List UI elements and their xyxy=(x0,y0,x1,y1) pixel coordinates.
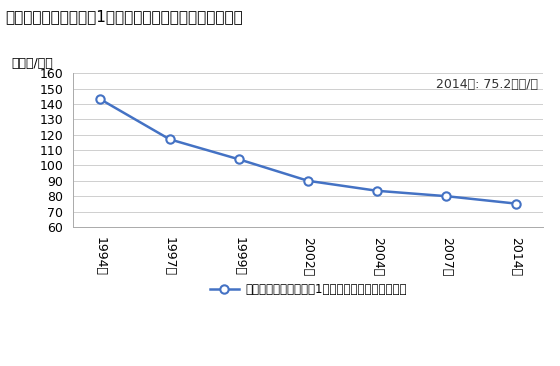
各種商品小売業の店舗1平米当たり年間商品販売額 xyxy=(97,97,104,101)
Line: 各種商品小売業の店舗1平米当たり年間商品販売額: 各種商品小売業の店舗1平米当たり年間商品販売額 xyxy=(96,95,520,208)
各種商品小売業の店舗1平米当たり年間商品販売額 xyxy=(166,137,173,142)
各種商品小売業の店舗1平米当たり年間商品販売額 xyxy=(305,179,311,183)
Text: 各種商品小売業の店舗1平米当たり年間商品販売額の推移: 各種商品小売業の店舗1平米当たり年間商品販売額の推移 xyxy=(6,9,244,24)
Text: ［万円/㎡］: ［万円/㎡］ xyxy=(12,57,53,70)
Legend: 各種商品小売業の店舗1平米当たり年間商品販売額: 各種商品小売業の店舗1平米当たり年間商品販売額 xyxy=(205,279,411,301)
各種商品小売業の店舗1平米当たり年間商品販売額 xyxy=(443,194,450,198)
各種商品小売業の店舗1平米当たり年間商品販売額 xyxy=(235,157,242,161)
各種商品小売業の店舗1平米当たり年間商品販売額 xyxy=(512,201,519,206)
Text: 2014年: 75.2万円/㎡: 2014年: 75.2万円/㎡ xyxy=(436,78,539,91)
各種商品小売業の店舗1平米当たり年間商品販売額 xyxy=(374,188,381,193)
